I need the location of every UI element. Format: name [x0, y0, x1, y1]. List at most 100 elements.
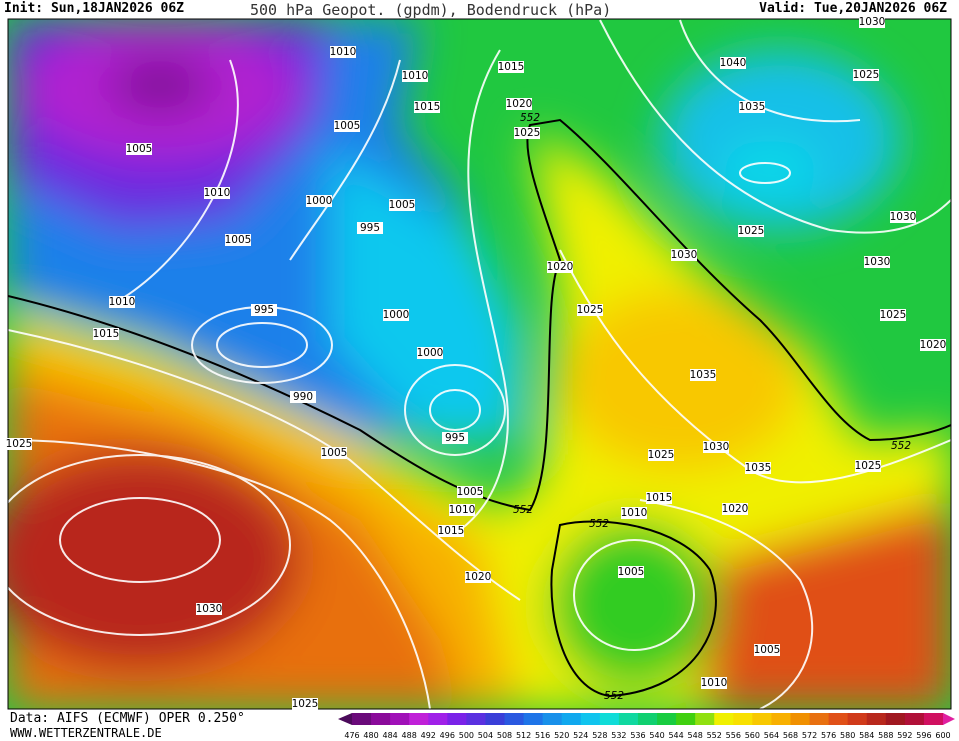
label-box — [389, 199, 415, 211]
colorbar-swatch — [657, 713, 677, 725]
colorbar-swatch — [504, 713, 525, 725]
colorbar-tick-label: 544 — [668, 731, 683, 740]
label-box — [465, 571, 491, 583]
label-box — [514, 127, 540, 139]
colorbar-swatch — [809, 713, 830, 725]
isobar-label: 1030 — [859, 16, 886, 28]
colorbar-swatch — [447, 713, 467, 725]
label-box — [330, 46, 356, 58]
label-box — [402, 70, 428, 82]
label-box — [204, 187, 230, 199]
colorbar-tick-label: 548 — [688, 731, 703, 740]
isobar-label: 1005 — [321, 447, 348, 459]
colorbar-swatch — [752, 713, 772, 725]
colorbar-swatch — [714, 713, 734, 725]
isobar-label: 1010 — [330, 46, 357, 58]
isobar-label: 1025 — [6, 438, 33, 450]
colorbar-tick-label: 592 — [897, 731, 912, 740]
colorbar-swatch — [771, 713, 791, 725]
colorbar-swatch — [923, 713, 944, 725]
colorbar-swatch — [676, 713, 696, 725]
colorbar-tick-label: 556 — [726, 731, 741, 740]
label-box — [890, 211, 916, 223]
label-box — [506, 98, 532, 110]
colorbar-tick-label: 532 — [611, 731, 626, 740]
colorbar: 476 480 484 488 492 496 500 504 508 512 516 520 524 5… — [338, 713, 955, 740]
website: WWW.WETTERZENTRALE.DE — [10, 726, 162, 740]
contour-label: 552 — [604, 690, 624, 702]
label-box — [6, 438, 32, 450]
isobar-label: 1015 — [414, 101, 441, 113]
isobar-label: 1025 — [738, 225, 765, 237]
isobar-label: 1010 — [204, 187, 231, 199]
colorbar-tick-label: 484 — [382, 731, 397, 740]
init-time: Init: Sun,18JAN2026 06Z — [4, 1, 185, 16]
contour-label: 552 — [520, 112, 540, 124]
colorbar-tick-label: 572 — [802, 731, 817, 740]
label-box — [457, 486, 483, 498]
colorbar-tick-label: 480 — [363, 731, 378, 740]
label-box — [321, 447, 347, 459]
colorbar-tick-label: 524 — [573, 731, 588, 740]
colorbar-tick-label: 576 — [821, 731, 836, 740]
colorbar-tick-label: 536 — [630, 731, 645, 740]
label-box — [701, 677, 727, 689]
label-box — [196, 603, 222, 615]
label-box — [859, 16, 885, 28]
isobar-label: 1015 — [498, 61, 525, 73]
colorbar-tick-label: 584 — [859, 731, 874, 740]
isobar-label: 1005 — [389, 199, 416, 211]
isobar-label: 1005 — [457, 486, 484, 498]
colorbar-tick-label: 568 — [783, 731, 798, 740]
isobar-label: 1035 — [690, 369, 717, 381]
label-box — [306, 195, 332, 207]
label-box — [690, 369, 716, 381]
label-box — [703, 441, 729, 453]
colorbar-tick-label: 588 — [878, 731, 893, 740]
label-box — [414, 101, 440, 113]
label-box — [109, 296, 135, 308]
colorbar-swatch — [790, 713, 811, 725]
label-box — [646, 492, 672, 504]
label-box — [739, 101, 765, 113]
label-box — [126, 143, 152, 155]
colorbar-tick-label: 516 — [535, 731, 550, 740]
isobar-label: 1020 — [506, 98, 533, 110]
label-box — [880, 309, 906, 321]
colorbar-tick-label: 540 — [649, 731, 664, 740]
label-box — [290, 391, 316, 403]
isobar-label: 995 — [445, 432, 465, 444]
isobar-label: 1025 — [648, 449, 675, 461]
isobar-label: 1015 — [646, 492, 673, 504]
label-box — [292, 698, 318, 710]
colorbar-tick-label: 504 — [478, 731, 493, 740]
contour-label: 552 — [589, 518, 609, 530]
colorbar-tick-label: 600 — [935, 731, 950, 740]
label-box — [864, 256, 890, 268]
colorbar-tick-label: 488 — [402, 731, 417, 740]
isobar-label: 1005 — [754, 644, 781, 656]
colorbar-arrow-low — [338, 713, 352, 725]
label-box — [920, 339, 946, 351]
isobar-label: 1010 — [402, 70, 429, 82]
field — [8, 19, 951, 709]
colorbar-tick-label: 564 — [764, 731, 779, 740]
colorbar-swatch — [618, 713, 639, 725]
label-box — [671, 249, 697, 261]
contour-labels: 552 552 552 552 552 — [513, 112, 911, 702]
colorbar-swatch — [466, 713, 486, 725]
isobar-label: 1025 — [880, 309, 907, 321]
isobar-label: 1005 — [126, 143, 153, 155]
map-title: 500 hPa Geopot. (gpdm), Bodendruck (hPa) — [250, 1, 612, 19]
valid-time: Valid: Tue,20JAN2026 06Z — [759, 1, 947, 16]
isobar-label: 1030 — [671, 249, 698, 261]
isobar-label: 1005 — [618, 566, 645, 578]
isobar-label: 1015 — [93, 328, 120, 340]
isobar-label: 1005 — [225, 234, 252, 246]
colorbar-swatch — [542, 713, 563, 725]
label-box — [417, 347, 443, 359]
label-box — [357, 222, 383, 234]
isobar-label: 1035 — [739, 101, 766, 113]
